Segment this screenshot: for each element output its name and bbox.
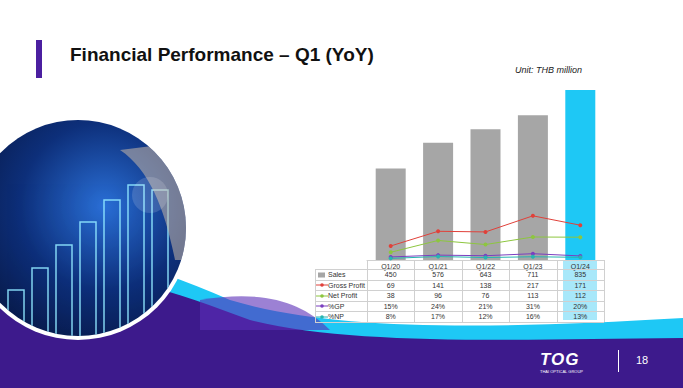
html-text:16%: 16% (525, 313, 540, 320)
html-text:13%: 13% (573, 313, 588, 320)
html-text:643: 643 (479, 271, 492, 278)
html-text:711: 711 (527, 271, 539, 278)
html-text:Sales: Sales (328, 271, 346, 278)
svg-text:Q1/20: Q1/20 (381, 263, 400, 271)
html-text:76: 76 (481, 292, 490, 299)
html-text:171: 171 (574, 281, 587, 289)
html-text:Financial Performance – Q1 (Yo: Financial Performance – Q1 (YoY) (70, 44, 374, 65)
html-text:21%: 21% (478, 302, 493, 310)
html-text:96: 96 (434, 292, 442, 299)
html-text:%GP: %GP (328, 302, 345, 310)
svg-text:Q1/21: Q1/21 (429, 263, 448, 271)
html-text:38: 38 (386, 292, 395, 299)
html-text:20%: 20% (573, 302, 588, 310)
html-text:576: 576 (432, 271, 444, 278)
html-text:450: 450 (384, 271, 397, 278)
html-text:12%: 12% (478, 313, 493, 320)
html-text:31%: 31% (525, 302, 540, 310)
html-text:%NP: %NP (328, 313, 344, 320)
html-text:8%: 8% (385, 313, 396, 320)
svg-text:Q1/22: Q1/22 (476, 263, 495, 271)
html-text:138: 138 (479, 281, 492, 289)
html-text:17%: 17% (431, 313, 446, 320)
html-text:Net Profit: Net Profit (328, 292, 358, 299)
html-text:TOG: TOG (540, 350, 580, 369)
html-text:Gross Profit: Gross Profit (328, 281, 365, 289)
html-text:835: 835 (574, 271, 587, 278)
svg-text:Q1/24: Q1/24 (571, 263, 590, 271)
html-text:141: 141 (432, 281, 444, 289)
html-text:Unit: THB million: Unit: THB million (515, 65, 582, 75)
html-text:217: 217 (527, 281, 539, 289)
svg-text:Q1/23: Q1/23 (523, 263, 542, 271)
html-text:113: 113 (527, 292, 539, 299)
html-text:18: 18 (636, 354, 649, 366)
html-text:112: 112 (574, 292, 586, 299)
html-text:THAI OPTICAL GROUP: THAI OPTICAL GROUP (540, 369, 583, 374)
html-text:69: 69 (386, 281, 395, 289)
html-text:15%: 15% (383, 302, 398, 310)
html-text:24%: 24% (431, 302, 446, 310)
